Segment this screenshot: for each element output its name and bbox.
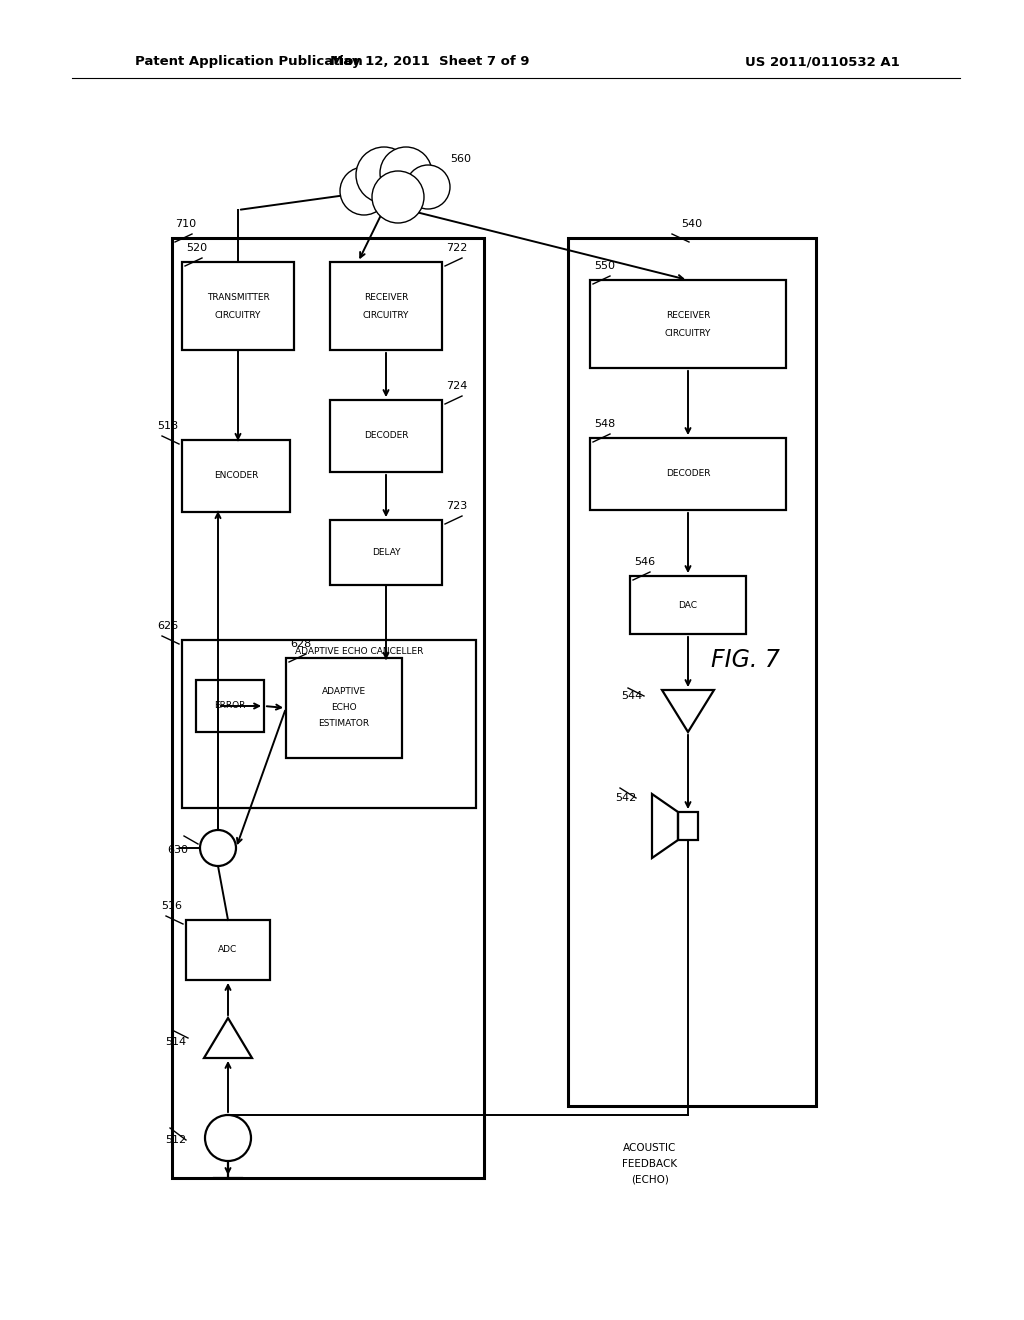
Text: ECHO: ECHO: [331, 704, 356, 713]
Text: RECEIVER: RECEIVER: [364, 293, 409, 301]
Text: 548: 548: [594, 418, 615, 429]
Text: FEEDBACK: FEEDBACK: [623, 1159, 678, 1170]
Text: Patent Application Publication: Patent Application Publication: [135, 55, 362, 69]
Text: ACOUSTIC: ACOUSTIC: [624, 1143, 677, 1152]
Text: 724: 724: [446, 381, 467, 391]
Circle shape: [406, 165, 450, 209]
Text: 628: 628: [290, 639, 311, 649]
Text: CIRCUITRY: CIRCUITRY: [215, 310, 261, 319]
Text: 514: 514: [165, 1038, 186, 1047]
Text: 544: 544: [621, 690, 642, 701]
Text: ESTIMATOR: ESTIMATOR: [318, 719, 370, 729]
Circle shape: [380, 147, 432, 199]
Text: (ECHO): (ECHO): [631, 1175, 669, 1185]
Bar: [590, 280, 786, 368]
Circle shape: [205, 1115, 251, 1162]
Bar: [182, 440, 290, 512]
Bar: [182, 261, 294, 350]
Text: 550: 550: [594, 261, 615, 271]
Bar: [196, 680, 264, 733]
Bar: [330, 261, 442, 350]
Bar: [286, 657, 402, 758]
Text: ERROR: ERROR: [214, 701, 246, 710]
Text: CIRCUITRY: CIRCUITRY: [665, 329, 712, 338]
Circle shape: [356, 147, 412, 203]
Text: ENCODER: ENCODER: [214, 471, 258, 480]
Text: 560: 560: [450, 154, 471, 164]
Bar: [590, 438, 786, 510]
Text: 518: 518: [157, 421, 178, 432]
Text: FIG. 7: FIG. 7: [711, 648, 779, 672]
Text: 542: 542: [614, 793, 636, 803]
Text: RECEIVER: RECEIVER: [666, 310, 711, 319]
Text: 540: 540: [681, 219, 702, 228]
Text: US 2011/0110532 A1: US 2011/0110532 A1: [745, 55, 900, 69]
Bar: [182, 640, 476, 808]
Bar: [568, 238, 816, 1106]
Text: 512: 512: [165, 1135, 186, 1144]
Text: DECODER: DECODER: [364, 432, 409, 441]
Text: DECODER: DECODER: [666, 470, 711, 479]
Bar: [678, 812, 698, 840]
Text: 546: 546: [634, 557, 655, 568]
Text: May 12, 2011  Sheet 7 of 9: May 12, 2011 Sheet 7 of 9: [331, 55, 529, 69]
Bar: [330, 400, 442, 473]
Text: TRANSMITTER: TRANSMITTER: [207, 293, 269, 301]
Text: +: +: [211, 840, 225, 857]
Bar: [172, 238, 484, 1177]
Text: 722: 722: [446, 243, 467, 253]
Text: ADC: ADC: [218, 945, 238, 954]
Text: DAC: DAC: [679, 601, 697, 610]
Text: 710: 710: [175, 219, 197, 228]
Circle shape: [340, 168, 388, 215]
Bar: [330, 520, 442, 585]
Text: 630: 630: [167, 845, 188, 855]
Text: CIRCUITRY: CIRCUITRY: [362, 310, 410, 319]
Circle shape: [372, 172, 424, 223]
Text: 723: 723: [446, 502, 467, 511]
Text: ADAPTIVE: ADAPTIVE: [322, 688, 366, 697]
Bar: [186, 920, 270, 979]
Text: DELAY: DELAY: [372, 548, 400, 557]
Text: ADAPTIVE ECHO CANCELLER: ADAPTIVE ECHO CANCELLER: [295, 648, 423, 656]
Text: 516: 516: [161, 902, 182, 911]
Text: 626: 626: [157, 620, 178, 631]
Bar: [630, 576, 746, 634]
Circle shape: [200, 830, 236, 866]
Text: 520: 520: [186, 243, 207, 253]
